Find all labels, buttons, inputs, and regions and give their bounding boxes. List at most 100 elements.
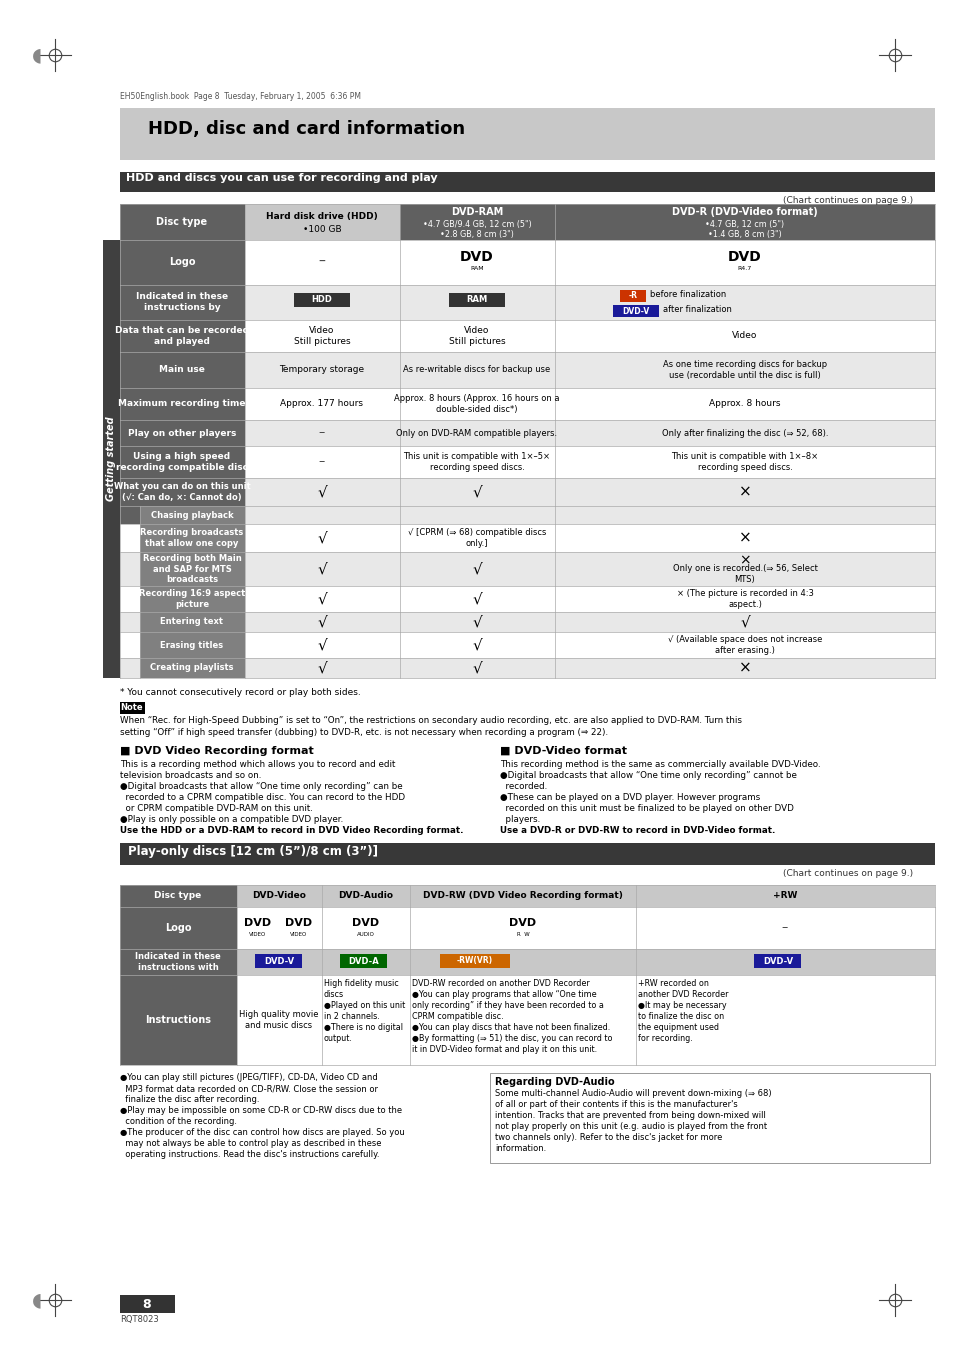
Bar bbox=[636, 907, 934, 948]
Text: AUDIO: AUDIO bbox=[356, 931, 375, 936]
Text: DVD: DVD bbox=[352, 917, 379, 928]
Text: As re-writable discs for backup use: As re-writable discs for backup use bbox=[403, 366, 550, 374]
Text: DVD-V: DVD-V bbox=[762, 957, 792, 966]
Bar bbox=[399, 353, 555, 388]
Text: Approx. 8 hours (Approx. 16 hours on a
double-sided disc*): Approx. 8 hours (Approx. 16 hours on a d… bbox=[394, 394, 559, 413]
Bar bbox=[120, 948, 236, 975]
Bar bbox=[245, 420, 399, 446]
Bar bbox=[555, 553, 934, 586]
Text: the equipment used: the equipment used bbox=[638, 1023, 719, 1032]
Text: Entering text: Entering text bbox=[160, 617, 223, 627]
Text: DVD-Video: DVD-Video bbox=[252, 892, 306, 901]
Text: ◖: ◖ bbox=[31, 46, 42, 65]
Text: ■ DVD Video Recording format: ■ DVD Video Recording format bbox=[120, 746, 314, 757]
Text: DVD-RAM: DVD-RAM bbox=[451, 207, 502, 218]
Text: √: √ bbox=[740, 615, 749, 630]
Text: -R: -R bbox=[628, 292, 637, 300]
Text: ×: × bbox=[738, 531, 751, 546]
Text: HDD: HDD bbox=[312, 296, 332, 304]
Text: R4.7: R4.7 bbox=[737, 266, 751, 272]
Text: Disc type: Disc type bbox=[154, 892, 201, 901]
Text: •1.4 GB, 8 cm (3"): •1.4 GB, 8 cm (3") bbox=[707, 231, 781, 239]
Text: Temporary storage: Temporary storage bbox=[279, 366, 364, 374]
Text: information.: information. bbox=[495, 1144, 546, 1152]
Bar bbox=[399, 320, 555, 353]
Bar bbox=[140, 507, 245, 524]
Text: Logo: Logo bbox=[165, 923, 191, 934]
Text: √ (Available space does not increase
after erasing.): √ (Available space does not increase aft… bbox=[667, 635, 821, 655]
Text: Maximum recording time: Maximum recording time bbox=[118, 400, 246, 408]
Text: √: √ bbox=[472, 592, 481, 607]
Bar bbox=[410, 948, 636, 975]
Text: This unit is compatible with 1×–5×
recording speed discs.: This unit is compatible with 1×–5× recor… bbox=[403, 453, 550, 471]
Text: Indicated in these
instructions with: Indicated in these instructions with bbox=[135, 952, 221, 971]
Text: MP3 format data recorded on CD-R/RW. Close the session or: MP3 format data recorded on CD-R/RW. Clo… bbox=[120, 1084, 377, 1093]
Bar bbox=[245, 586, 399, 612]
Bar bbox=[399, 632, 555, 658]
Text: CPRM compatible disc.: CPRM compatible disc. bbox=[412, 1012, 503, 1021]
Bar bbox=[236, 885, 322, 907]
Text: operating instructions. Read the disc's instructions carefully.: operating instructions. Read the disc's … bbox=[120, 1150, 379, 1159]
Text: ●It may be necessary: ●It may be necessary bbox=[638, 1001, 726, 1011]
Bar bbox=[120, 975, 236, 1065]
Bar bbox=[245, 320, 399, 353]
Bar bbox=[399, 388, 555, 420]
Text: Getting started: Getting started bbox=[106, 416, 116, 501]
Text: Use a DVD-R or DVD-RW to record in DVD-Video format.: Use a DVD-R or DVD-RW to record in DVD-V… bbox=[499, 825, 775, 835]
Text: Some multi-channel Audio-Audio will prevent down-mixing (⇒ 68): Some multi-channel Audio-Audio will prev… bbox=[495, 1089, 771, 1098]
Text: •100 GB: •100 GB bbox=[302, 226, 341, 235]
Text: RAM: RAM bbox=[470, 266, 483, 272]
Text: ●Play is only possible on a compatible DVD player.: ●Play is only possible on a compatible D… bbox=[120, 815, 343, 824]
Bar bbox=[399, 658, 555, 678]
Bar bbox=[449, 293, 504, 307]
Bar bbox=[140, 586, 245, 612]
Text: √: √ bbox=[472, 615, 481, 630]
Bar bbox=[245, 553, 399, 586]
Bar bbox=[120, 632, 245, 658]
Text: (Chart continues on page 9.): (Chart continues on page 9.) bbox=[782, 196, 912, 205]
Text: √: √ bbox=[472, 638, 481, 653]
Bar bbox=[399, 553, 555, 586]
Text: DVD: DVD bbox=[244, 917, 272, 928]
Bar bbox=[399, 285, 555, 320]
Text: players.: players. bbox=[499, 815, 539, 824]
Text: –: – bbox=[318, 455, 325, 469]
Text: RQT8023: RQT8023 bbox=[120, 1315, 158, 1324]
Text: another DVD Recorder: another DVD Recorder bbox=[638, 990, 728, 998]
Text: it in DVD-Video format and play it on this unit.: it in DVD-Video format and play it on th… bbox=[412, 1046, 597, 1054]
Text: × (The picture is recorded in 4:3
aspect.): × (The picture is recorded in 4:3 aspect… bbox=[676, 589, 813, 609]
Text: HDD and discs you can use for recording and play: HDD and discs you can use for recording … bbox=[126, 173, 437, 182]
Text: setting “Off” if high speed transfer (dubbing) to DVD-R, etc. is not necessary w: setting “Off” if high speed transfer (du… bbox=[120, 728, 607, 738]
Bar bbox=[555, 507, 934, 524]
Text: Recording 16:9 aspect
picture: Recording 16:9 aspect picture bbox=[139, 589, 245, 609]
Text: ◖: ◖ bbox=[31, 1290, 42, 1309]
Text: This is a recording method which allows you to record and edit: This is a recording method which allows … bbox=[120, 761, 395, 769]
Text: What you can do on this unit
(√: Can do, ×: Cannot do): What you can do on this unit (√: Can do,… bbox=[113, 482, 250, 501]
Bar bbox=[120, 446, 245, 478]
Bar bbox=[120, 285, 245, 320]
Text: –: – bbox=[318, 255, 325, 269]
Bar bbox=[399, 446, 555, 478]
Text: Erasing titles: Erasing titles bbox=[160, 640, 223, 650]
Bar bbox=[245, 612, 399, 632]
Text: DVD-RW (DVD Video Recording format): DVD-RW (DVD Video Recording format) bbox=[422, 892, 622, 901]
Text: √: √ bbox=[472, 485, 481, 500]
Bar bbox=[120, 420, 245, 446]
Text: Logo: Logo bbox=[169, 257, 195, 267]
Bar bbox=[245, 507, 399, 524]
Text: ●You can play still pictures (JPEG/TIFF), CD-DA, Video CD and: ●You can play still pictures (JPEG/TIFF)… bbox=[120, 1073, 377, 1082]
Bar bbox=[120, 172, 934, 192]
Bar bbox=[140, 658, 245, 678]
Text: EH50English.book  Page 8  Tuesday, February 1, 2005  6:36 PM: EH50English.book Page 8 Tuesday, Februar… bbox=[120, 92, 360, 101]
Bar bbox=[410, 975, 636, 1065]
Text: Video: Video bbox=[732, 331, 757, 340]
Text: –: – bbox=[781, 921, 787, 935]
Text: recorded to a CPRM compatible disc. You can record to the HDD: recorded to a CPRM compatible disc. You … bbox=[120, 793, 405, 802]
Bar bbox=[236, 975, 322, 1065]
Text: Only one is recorded.(⇒ 56, Select
MTS): Only one is recorded.(⇒ 56, Select MTS) bbox=[672, 565, 817, 584]
Text: •2.8 GB, 8 cm (3"): •2.8 GB, 8 cm (3") bbox=[439, 231, 514, 239]
Text: DVD-A: DVD-A bbox=[348, 957, 379, 966]
Bar bbox=[555, 353, 934, 388]
Text: DVD: DVD bbox=[727, 250, 761, 263]
Text: √: √ bbox=[472, 661, 481, 676]
